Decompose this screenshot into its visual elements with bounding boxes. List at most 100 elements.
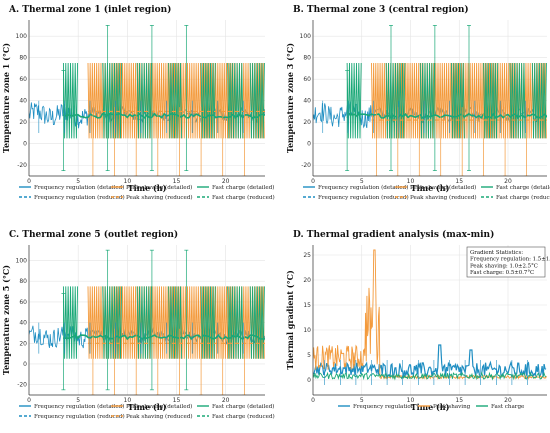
series-fast-charge-mean [63, 333, 265, 341]
x-tick-label: 20 [504, 178, 512, 185]
x-axis-label: Time (h) [128, 402, 167, 412]
y-tick-label: 10 [303, 327, 311, 334]
series-fast-charge-detailed [385, 63, 406, 139]
y-axis-label: Temperature zone 1 (°C) [1, 43, 11, 153]
chart-title: D. Thermal gradient analysis (max-min) [293, 229, 494, 240]
y-tick-label: 20 [303, 277, 311, 284]
series-fast-charge-detailed [227, 286, 244, 359]
chart-title: A. Thermal zone 1 (inlet region) [8, 4, 171, 15]
series-fast-charge-detailed [509, 63, 526, 139]
annotation-line: Gradient Statistics: [470, 250, 523, 256]
x-tick-label: 15 [455, 397, 463, 404]
y-axis-label: Temperature zone 3 (°C) [285, 43, 295, 153]
legend-label: Frequency regulation (detailed) [318, 184, 408, 191]
plot-area [313, 25, 547, 176]
series-fast-charge-mean [63, 112, 265, 119]
legend-label: Peak shaving (reduced) [126, 194, 193, 201]
y-tick-label: 20 [303, 119, 311, 126]
y-tick-label: 60 [19, 76, 27, 83]
legend-label: Fast charge (detailed) [212, 403, 274, 410]
legend-label: Fast charge (reduced) [212, 194, 275, 201]
legend: Frequency regulation Peak shaving Fast cha… [338, 404, 525, 410]
y-tick-label: 60 [303, 76, 311, 83]
x-tick-label: 20 [504, 397, 512, 404]
y-tick-label: -20 [17, 162, 27, 169]
x-axis-label: Time (h) [128, 183, 167, 193]
legend-label: Peak shaving (detailed) [126, 403, 192, 410]
series-fast-charge-detailed [346, 63, 362, 139]
y-tick-label: 80 [19, 278, 27, 285]
y-tick-label: 80 [19, 55, 27, 62]
plot-area [313, 249, 547, 385]
x-tick-label: 0 [27, 397, 31, 404]
y-tick-label: 40 [303, 98, 311, 105]
legend-label: Frequency regulation (reduced) [34, 413, 125, 420]
y-tick-label: 20 [19, 340, 27, 347]
legend-label: Fast charge (detailed) [496, 184, 550, 191]
series-fast-charge-detailed [102, 286, 123, 359]
x-tick-label: 0 [27, 178, 31, 185]
panel-a: A. Thermal zone 1 (inlet region) 0 5 10 15 20… [1, 4, 275, 201]
panel-c: C. Thermal zone 5 (outlet region) 0 5 10 15 2… [1, 229, 275, 420]
x-tick-label: 10 [407, 178, 415, 185]
series-fast-charge-detailed [531, 63, 547, 139]
x-tick-label: 15 [455, 178, 463, 185]
legend-label: Frequency regulation (detailed) [34, 403, 124, 410]
y-tick-label: 60 [19, 299, 27, 306]
y-tick-label: 100 [16, 33, 28, 40]
panel-b: B. Thermal zone 3 (central region) 0 5 10 15… [285, 4, 550, 201]
legend: Frequency regulation (detailed) Peak shav… [303, 184, 550, 201]
y-tick-label: -20 [17, 382, 27, 389]
legend-label: Fast charge [491, 404, 525, 410]
series-fast-charge-detailed [200, 63, 216, 139]
legend: Frequency regulation (detailed) Peak shav… [19, 184, 275, 201]
annotation-box [466, 246, 546, 278]
series-fast-charge-detailed [136, 63, 152, 139]
x-tick-label: 10 [124, 178, 132, 185]
series-fast-charge-detailed [62, 63, 79, 139]
x-tick-label: 10 [124, 397, 132, 404]
legend-label: Peak shaving (reduced) [126, 413, 193, 420]
y-axis-label: Temperature zone 5 (°C) [1, 265, 11, 375]
series-fast-charge-detailed [483, 63, 499, 139]
plot-area [29, 249, 265, 395]
y-tick-label: 40 [19, 320, 27, 327]
legend-label: Peak shaving (detailed) [126, 184, 192, 191]
y-tick-label: 15 [303, 302, 311, 309]
legend-label: Peak shaving (reduced) [410, 194, 477, 201]
annotation-line: Peak shaving: 1.0±2.5°C [470, 263, 538, 269]
x-tick-label: 20 [222, 397, 230, 404]
x-tick-label: 0 [311, 178, 315, 185]
series-fast-charge-detailed [227, 63, 244, 139]
x-tick-label: 5 [76, 178, 80, 185]
chart-title: B. Thermal zone 3 (central region) [293, 4, 469, 15]
y-tick-label: 40 [19, 98, 27, 105]
series-fast-charge-detailed [62, 286, 79, 359]
y-tick-label: 5 [307, 352, 311, 359]
legend-label: Peak shaving [433, 404, 471, 410]
panel-d: D. Thermal gradient analysis (max-min) Gr… [285, 229, 550, 412]
legend: Frequency regulation (detailed) Peak shav… [19, 403, 275, 420]
x-tick-label: 5 [360, 397, 364, 404]
plot-area [29, 25, 265, 176]
series-fast-charge-mean [346, 112, 547, 119]
legend-label: Peak shaving (detailed) [410, 184, 476, 191]
legend-label: Fast charge (detailed) [212, 184, 274, 191]
series-fast-charge-detailed [249, 286, 265, 359]
y-axis-label: Thermal gradient (°C) [285, 270, 295, 370]
x-axis-label: Time (h) [411, 402, 450, 412]
series-frequency-regulation [313, 344, 547, 380]
series-fast-charge-detailed [200, 286, 216, 359]
series-fast-charge-detailed [136, 286, 152, 359]
legend-label: Fast charge (reduced) [212, 413, 275, 420]
legend-label: Fast charge (reduced) [496, 194, 550, 201]
annotation-line: Frequency regulation: 1.5±1.3°C [470, 257, 550, 263]
y-tick-label: 0 [23, 141, 27, 148]
x-axis-label: Time (h) [411, 183, 450, 193]
y-tick-label: 100 [300, 33, 312, 40]
legend-label: Frequency regulation (reduced) [318, 194, 409, 201]
y-tick-label: 80 [303, 55, 311, 62]
chart-title: C. Thermal zone 5 (outlet region) [9, 229, 178, 240]
y-tick-label: -20 [301, 162, 311, 169]
